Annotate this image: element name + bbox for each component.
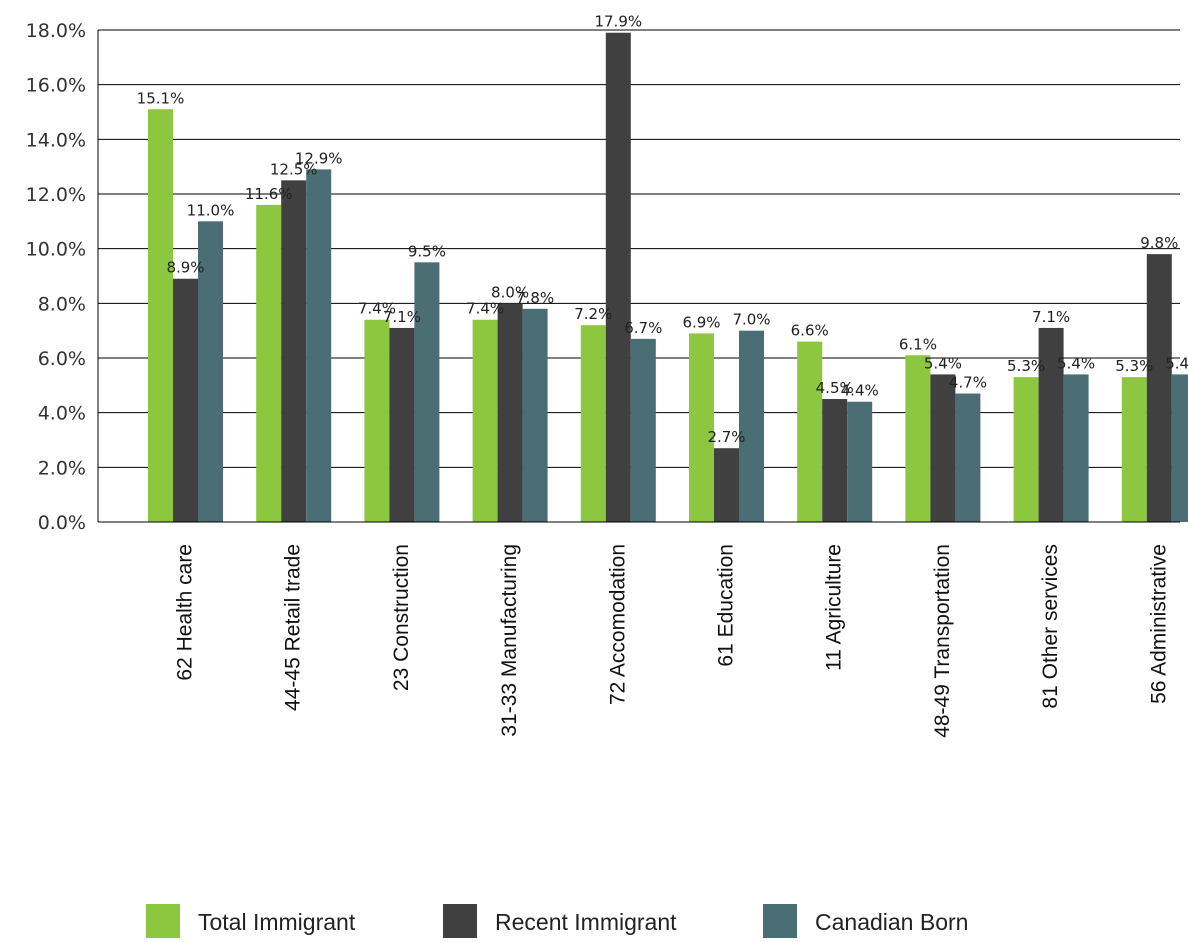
data-label-canadian-born: 9.5%	[408, 242, 446, 260]
data-label-canadian-born: 5.4%	[1057, 354, 1095, 372]
axes: 0.0% 2.0% 4.0% 6.0% 8.0% 10.0% 12.0% 14.0% 16.0%…	[26, 20, 1180, 738]
data-label-recent-immigrant: 7.1%	[1032, 308, 1070, 326]
category-label: 62 Health care	[174, 544, 197, 681]
data-label-total-immigrant: 6.1%	[899, 335, 937, 353]
bar-canadian-born	[306, 169, 332, 522]
data-label-recent-immigrant: 12.5%	[270, 160, 318, 178]
bar-recent-immigrant	[714, 448, 739, 522]
data-label-recent-immigrant: 2.7%	[707, 428, 745, 446]
data-label-canadian-born: 4.7%	[949, 374, 987, 392]
data-label-recent-immigrant: 8.9%	[166, 259, 204, 277]
bar-canadian-born	[522, 308, 548, 522]
category-label: 72 Accomodation	[606, 544, 629, 705]
legend: Total Immigrant Recent Immigrant Canadian …	[146, 904, 968, 938]
category-label: 11 Agriculture	[823, 544, 846, 671]
y-tick-label: 10.0%	[26, 239, 86, 261]
data-label-canadian-born: 12.9%	[295, 149, 343, 167]
bar-canadian-born	[1171, 374, 1188, 522]
bar-recent-immigrant	[930, 374, 956, 522]
data-label-canadian-born: 11.0%	[187, 201, 235, 219]
category-label: 56 Administrative	[1147, 544, 1170, 704]
bar-total-immigrant	[364, 319, 390, 522]
bar-total-immigrant	[256, 204, 282, 522]
bar-recent-immigrant	[605, 32, 631, 522]
bar-total-immigrant	[797, 341, 823, 522]
bar-recent-immigrant	[173, 278, 198, 522]
y-tick-label: 6.0%	[38, 348, 86, 370]
data-label-total-immigrant: 15.1%	[137, 89, 185, 107]
data-label-recent-immigrant: 8.0%	[491, 283, 529, 301]
bar-recent-immigrant	[497, 303, 523, 522]
data-labels: 15.1%8.9%11.0%11.6%12.5%12.9%7.4%7.1%9.5…	[137, 13, 1188, 446]
data-label-recent-immigrant: 9.8%	[1140, 234, 1178, 252]
y-tick-label: 18.0%	[26, 20, 86, 42]
bar-total-immigrant	[689, 333, 714, 522]
bar-total-immigrant	[472, 319, 498, 522]
y-tick-label: 0.0%	[38, 512, 86, 534]
category-label: 61 Education	[715, 544, 738, 667]
bar-canadian-born	[739, 330, 764, 522]
bar-canadian-born	[630, 338, 656, 522]
data-label-canadian-born: 7.8%	[516, 289, 554, 307]
y-tick-label: 16.0%	[26, 75, 86, 97]
bar-recent-immigrant	[1038, 327, 1064, 522]
y-tick-label: 8.0%	[38, 293, 86, 315]
data-label-total-immigrant: 7.2%	[574, 305, 612, 323]
category-label: 48-49 Transportation	[931, 544, 954, 738]
legend-label-canadian-born: Canadian Born	[815, 909, 968, 935]
y-tick-label: 4.0%	[38, 403, 86, 425]
data-label-canadian-born: 6.7%	[624, 319, 662, 337]
bar-canadian-born	[955, 393, 981, 522]
bar-total-immigrant	[1013, 377, 1039, 522]
bar-canadian-born	[414, 262, 440, 522]
data-label-canadian-born: 5.4%	[1165, 354, 1188, 372]
y-tick-label: 12.0%	[26, 184, 86, 206]
data-label-total-immigrant: 7.4%	[358, 300, 396, 318]
legend-label-recent-immigrant: Recent Immigrant	[495, 909, 677, 935]
data-label-total-immigrant: 5.3%	[1115, 357, 1153, 375]
y-tick-label: 2.0%	[38, 457, 86, 479]
bar-canadian-born	[198, 221, 223, 523]
bar-canadian-born	[1063, 374, 1089, 522]
data-label-canadian-born: 4.4%	[841, 382, 879, 400]
legend-label-total-immigrant: Total Immigrant	[198, 909, 356, 935]
bar-recent-immigrant	[389, 327, 415, 522]
data-label-recent-immigrant: 17.9%	[594, 13, 642, 31]
data-label-canadian-born: 7.0%	[732, 311, 770, 329]
data-label-recent-immigrant: 7.1%	[383, 308, 421, 326]
data-label-total-immigrant: 6.6%	[791, 322, 829, 340]
category-label: 23 Construction	[390, 544, 413, 691]
data-label-recent-immigrant: 4.5%	[816, 379, 854, 397]
bar-canadian-born	[847, 401, 873, 522]
data-label-total-immigrant: 11.6%	[245, 185, 293, 203]
legend-swatch-recent-immigrant	[443, 904, 477, 938]
bar-recent-immigrant	[1146, 254, 1172, 522]
bar-recent-immigrant	[281, 180, 307, 523]
y-tick-label: 14.0%	[26, 129, 86, 151]
bar-total-immigrant	[905, 355, 931, 522]
bar-recent-immigrant	[822, 399, 848, 522]
bar-total-immigrant	[1121, 377, 1147, 522]
data-label-total-immigrant: 6.9%	[682, 313, 720, 331]
data-label-total-immigrant: 7.4%	[466, 300, 504, 318]
category-label: 81 Other services	[1039, 544, 1062, 709]
data-label-total-immigrant: 5.3%	[1007, 357, 1045, 375]
bar-total-immigrant	[148, 109, 173, 523]
legend-swatch-canadian-born	[763, 904, 797, 938]
data-label-recent-immigrant: 5.4%	[924, 354, 962, 372]
legend-swatch-total-immigrant	[146, 904, 180, 938]
category-label: 44-45 Retail trade	[282, 544, 305, 711]
bars	[148, 32, 1188, 523]
bar-total-immigrant	[580, 325, 606, 522]
category-label: 31-33 Manufacturing	[498, 544, 521, 737]
